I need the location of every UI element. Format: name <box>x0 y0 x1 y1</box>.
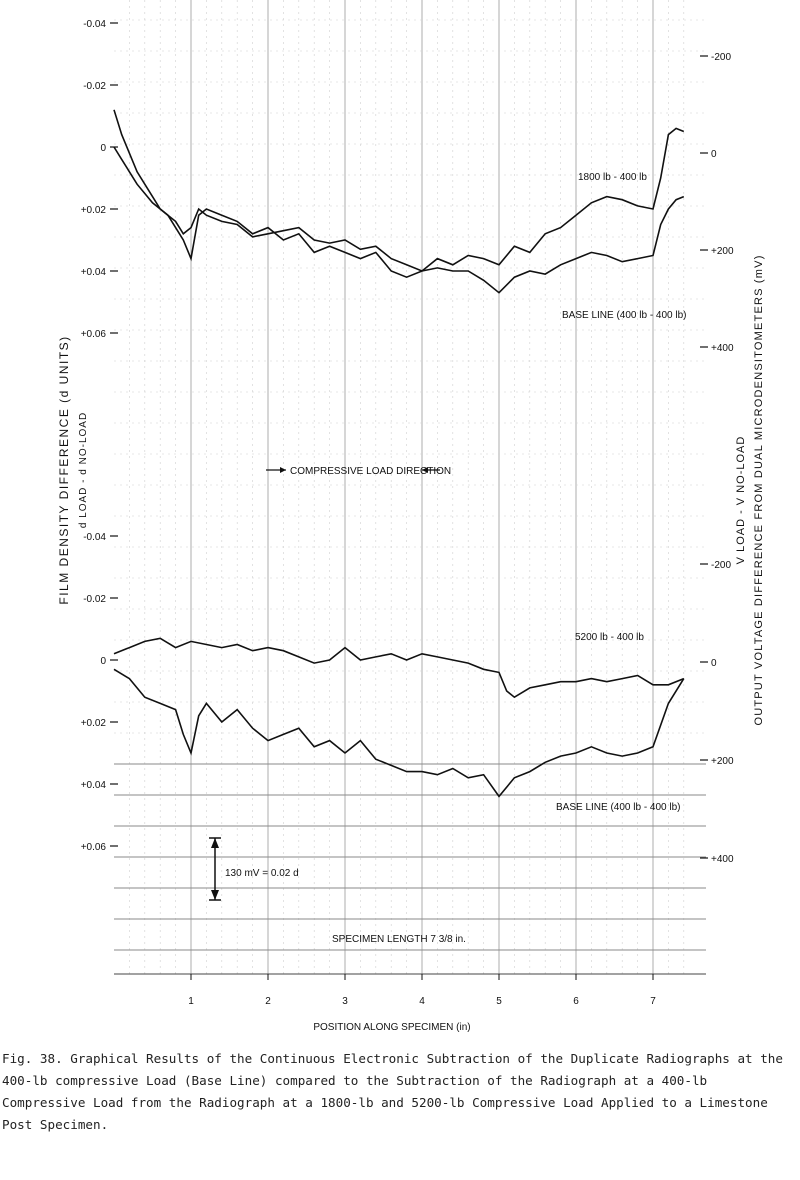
left-tick-label: -0.02 <box>83 594 106 605</box>
x-tick-label: 3 <box>342 996 348 1007</box>
lower-series-baseline-line <box>113 668 685 798</box>
x-tick-label: 4 <box>419 996 425 1007</box>
left-tick-label: +0.06 <box>81 329 107 340</box>
load-direction-label: COMPRESSIVE LOAD DIRECTION <box>290 466 451 477</box>
lower-series-baseline-label: BASE LINE (400 lb - 400 lb) <box>556 802 681 813</box>
scale-bar: 130 mV = 0.02 d <box>209 837 299 901</box>
right-tick-label: -200 <box>711 52 731 63</box>
x-axis-label: POSITION ALONG SPECIMEN (in) <box>313 1022 470 1033</box>
axis-ticks: -0.04 -0.02 0 +0.02 +0.04 +0.06 -200 0 +200 +400 -… <box>81 19 734 1007</box>
left-tick-label: -0.02 <box>83 81 106 92</box>
x-tick-label: 7 <box>650 996 656 1007</box>
upper-series-baseline-label: BASE LINE (400 lb - 400 lb) <box>562 310 687 321</box>
left-tick-label: +0.02 <box>81 205 107 216</box>
right-tick-label: 0 <box>711 658 717 669</box>
left-tick-label: +0.04 <box>81 780 107 791</box>
left-tick-label: +0.04 <box>81 267 107 278</box>
upper-series-1800lb-label: 1800 lb - 400 lb <box>578 172 647 183</box>
load-direction-annotation: COMPRESSIVE LOAD DIRECTION <box>266 466 451 477</box>
right-tick-label: +400 <box>711 854 734 865</box>
upper-series-1800lb-line <box>113 109 685 272</box>
right-tick-label: +200 <box>711 246 734 257</box>
x-tick-label: 6 <box>573 996 579 1007</box>
x-tick-label: 1 <box>188 996 194 1007</box>
right-tick-label: 0 <box>711 149 717 160</box>
right-axis-title: OUTPUT VOLTAGE DIFFERENCE FROM DUAL MICR… <box>753 254 765 725</box>
x-tick-label: 2 <box>265 996 271 1007</box>
figure-caption: Fig. 38. Graphical Results of the Contin… <box>2 1051 783 1132</box>
x-tick-label: 5 <box>496 996 502 1007</box>
left-tick-label: -0.04 <box>83 532 106 543</box>
left-axis-subtitle: d LOAD - d NO-LOAD <box>78 412 89 528</box>
left-tick-label: 0 <box>100 656 106 667</box>
specimen-length-label: SPECIMEN LENGTH 7 3/8 in. <box>332 934 466 945</box>
chart-grid <box>114 0 706 975</box>
left-tick-label: +0.02 <box>81 718 107 729</box>
scale-bar-label: 130 mV = 0.02 d <box>225 868 299 879</box>
right-tick-label: +400 <box>711 343 734 354</box>
lower-chart-panel: 5200 lb - 400 lb BASE LINE (400 lb - 400… <box>113 632 685 813</box>
left-tick-label: 0 <box>100 143 106 154</box>
left-axis-title: FILM DENSITY DIFFERENCE (d UNITS) <box>57 335 71 604</box>
upper-chart-panel: 1800 lb - 400 lb BASE LINE (400 lb - 400… <box>113 109 687 321</box>
lower-series-5200lb-line <box>113 637 685 699</box>
right-axis-subtitle: V LOAD - V NO-LOAD <box>735 436 747 565</box>
lower-series-5200lb-label: 5200 lb - 400 lb <box>575 632 644 643</box>
right-tick-label: -200 <box>711 560 731 571</box>
left-tick-label: +0.06 <box>81 842 107 853</box>
upper-series-baseline-line <box>113 146 685 294</box>
left-tick-label: -0.04 <box>83 19 106 30</box>
right-tick-label: +200 <box>711 756 734 767</box>
strip-chart-figure: 1800 lb - 400 lb BASE LINE (400 lb - 400… <box>57 0 765 1033</box>
